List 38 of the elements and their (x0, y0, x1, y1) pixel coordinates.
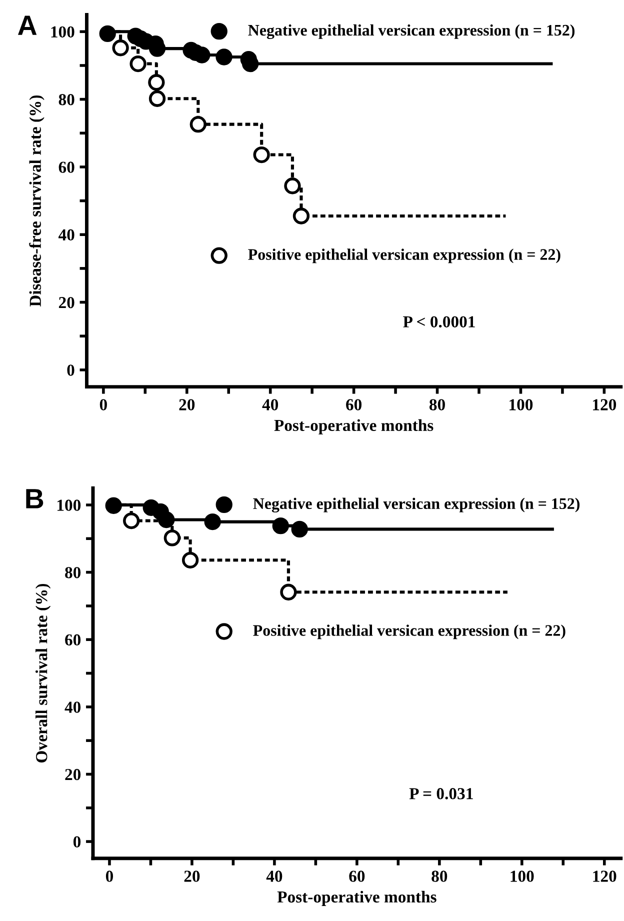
y-axis-title: Disease-free survival rate (%) (29, 95, 44, 307)
y-tick-label: 0 (73, 836, 81, 848)
y-tick-label: 100 (58, 500, 81, 511)
text: A (18, 16, 37, 35)
x-tick-label: 120 (593, 870, 616, 882)
legend-label: Negative epithelial versican expression (n = 152) (253, 498, 580, 512)
x-tick-label: 0 (100, 399, 107, 410)
y-tick-label: 20 (58, 296, 74, 308)
x-tick-label: 80 (432, 870, 448, 882)
y-tick-label: 0 (67, 364, 74, 376)
x-tick-label: 100 (510, 399, 533, 410)
y-tick-label: 60 (58, 162, 74, 173)
legend-label: Positive epithelial versican expression (n = 22) (253, 624, 566, 640)
x-tick-label: 100 (510, 870, 534, 882)
y-tick-label: 40 (64, 702, 81, 713)
y-axis-title: Overall survival rate (%) (36, 584, 51, 762)
y-tick-label: 80 (65, 566, 81, 578)
y-tick-label: 40 (58, 229, 74, 241)
x-tick-label: 120 (593, 399, 616, 410)
y-tick-label: 100 (51, 26, 74, 38)
x-axis-title: Post-operative months (274, 419, 434, 434)
annotation: P = 0.031 (409, 788, 473, 800)
x-tick-label: 20 (179, 399, 195, 410)
legend-label: Positive epithelial versican expression (n = 22) (248, 248, 560, 264)
y-tick-label: 80 (58, 94, 74, 106)
x-tick-label: 0 (106, 870, 114, 882)
y-tick-label: 60 (65, 634, 81, 646)
x-tick-label: 40 (266, 870, 282, 882)
annotation: P < 0.0001 (403, 316, 475, 328)
x-tick-label: 20 (184, 870, 200, 882)
y-tick-label: 20 (65, 768, 81, 780)
x-tick-label: 60 (346, 399, 362, 410)
x-tick-label: 60 (349, 870, 365, 882)
legend-label: Negative epithelial versican expression (n = 152) (248, 24, 575, 40)
x-tick-label: 40 (262, 399, 278, 410)
text: B (26, 489, 44, 508)
x-axis-title: Post-operative months (277, 890, 436, 906)
x-tick-label: 80 (429, 399, 445, 410)
